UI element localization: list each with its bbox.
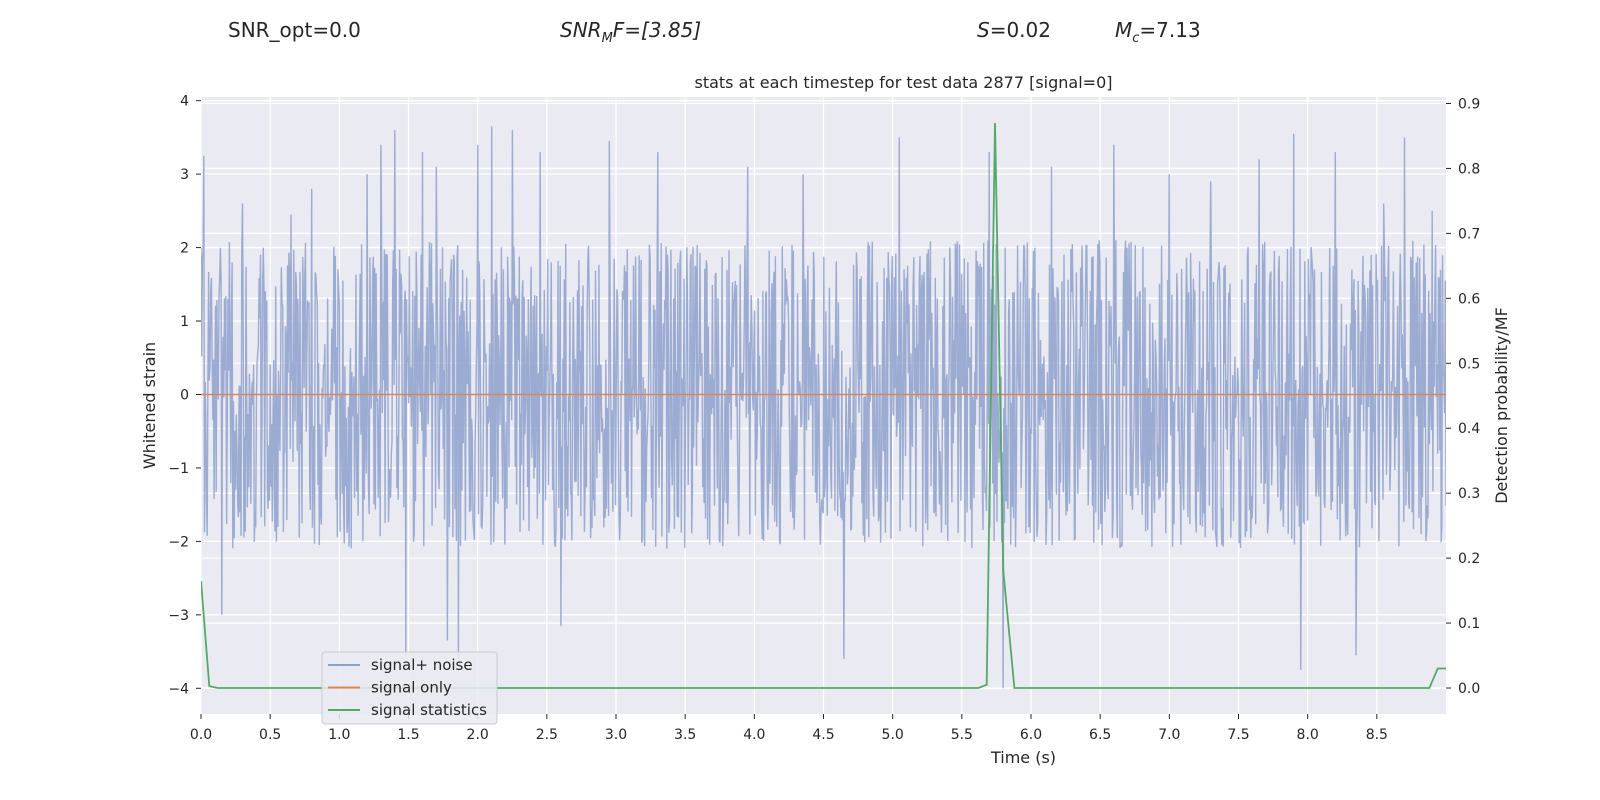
x-tick-label: 0.0 bbox=[190, 727, 212, 743]
y-tick-label: −3 bbox=[168, 608, 189, 624]
y2-tick-label: 0.0 bbox=[1458, 681, 1480, 697]
x-tick-label: 6.5 bbox=[1089, 727, 1111, 743]
y2-tick-label: 0.7 bbox=[1458, 226, 1480, 242]
y-tick-label: 3 bbox=[180, 167, 189, 183]
x-tick-label: 3.5 bbox=[674, 727, 696, 743]
series-signal-noise bbox=[201, 126, 1446, 689]
snr-mf-label: SNRMF=[3.85] bbox=[560, 18, 701, 46]
y-axis-label: Whitened strain bbox=[140, 342, 159, 469]
x-tick-label: 2.5 bbox=[536, 727, 558, 743]
y2-axis-label: Detection probability/MF bbox=[1492, 307, 1511, 504]
y2-tick-label: 0.2 bbox=[1458, 551, 1480, 567]
x-tick-label: 8.5 bbox=[1366, 727, 1388, 743]
x-tick-label: 5.5 bbox=[951, 727, 973, 743]
snr-opt-label: SNR_opt=0.0 bbox=[228, 18, 361, 42]
legend-label: signal statistics bbox=[371, 701, 487, 719]
x-tick-label: 3.0 bbox=[605, 727, 627, 743]
y2-tick-label: 0.4 bbox=[1458, 421, 1480, 437]
y-tick-label: 0 bbox=[180, 387, 189, 403]
x-tick-label: 1.0 bbox=[328, 727, 350, 743]
s-value: =0.02 bbox=[989, 18, 1051, 42]
y2-tick-label: 0.5 bbox=[1458, 356, 1480, 372]
legend-label: signal only bbox=[371, 679, 452, 697]
chart-title: stats at each timestep for test data 287… bbox=[694, 73, 1112, 92]
y2-tick-label: 0.1 bbox=[1458, 616, 1480, 632]
y2-tick-label: 0.9 bbox=[1458, 96, 1480, 112]
mc-base: M bbox=[1115, 18, 1133, 42]
x-tick-label: 1.5 bbox=[397, 727, 419, 743]
x-tick-label: 4.0 bbox=[743, 727, 765, 743]
snr-mf-rest: F=[3.85] bbox=[612, 18, 702, 42]
x-tick-label: 4.5 bbox=[812, 727, 834, 743]
x-tick-label: 6.0 bbox=[1020, 727, 1042, 743]
series-signal-statistics bbox=[201, 122, 1446, 689]
x-tick-label: 7.5 bbox=[1227, 727, 1249, 743]
snr-opt-text: SNR_opt=0.0 bbox=[228, 18, 361, 42]
y2-tick-label: 0.3 bbox=[1458, 486, 1480, 502]
s-label: S=0.02 bbox=[977, 18, 1051, 42]
x-tick-label: 8.0 bbox=[1297, 727, 1319, 743]
y-tick-label: 1 bbox=[180, 314, 189, 330]
x-tick-label: 5.0 bbox=[882, 727, 904, 743]
y2-tick-label: 0.8 bbox=[1458, 161, 1480, 177]
y-tick-label: −4 bbox=[168, 681, 189, 697]
x-tick-label: 7.0 bbox=[1158, 727, 1180, 743]
y-tick-label: −2 bbox=[168, 534, 189, 550]
mc-label: Mc=7.13 bbox=[1115, 18, 1201, 46]
snr-mf-base: SNR bbox=[560, 18, 602, 42]
y2-tick-label: 0.6 bbox=[1458, 291, 1480, 307]
mc-sub: c bbox=[1132, 31, 1140, 46]
snr-mf-sub: M bbox=[601, 31, 613, 46]
legend-box bbox=[321, 651, 498, 725]
mc-value: =7.13 bbox=[1139, 18, 1201, 42]
y-tick-label: 2 bbox=[180, 241, 189, 257]
legend: signal+ noise signal only signal statistic… bbox=[321, 651, 498, 725]
s-symbol: S bbox=[977, 18, 990, 42]
y-tick-label: −1 bbox=[168, 461, 189, 477]
y-tick-label: 4 bbox=[180, 94, 189, 110]
x-axis-label: Time (s) bbox=[990, 748, 1056, 767]
x-tick-label: 2.0 bbox=[467, 727, 489, 743]
legend-label: signal+ noise bbox=[371, 656, 473, 674]
x-tick-label: 0.5 bbox=[259, 727, 281, 743]
